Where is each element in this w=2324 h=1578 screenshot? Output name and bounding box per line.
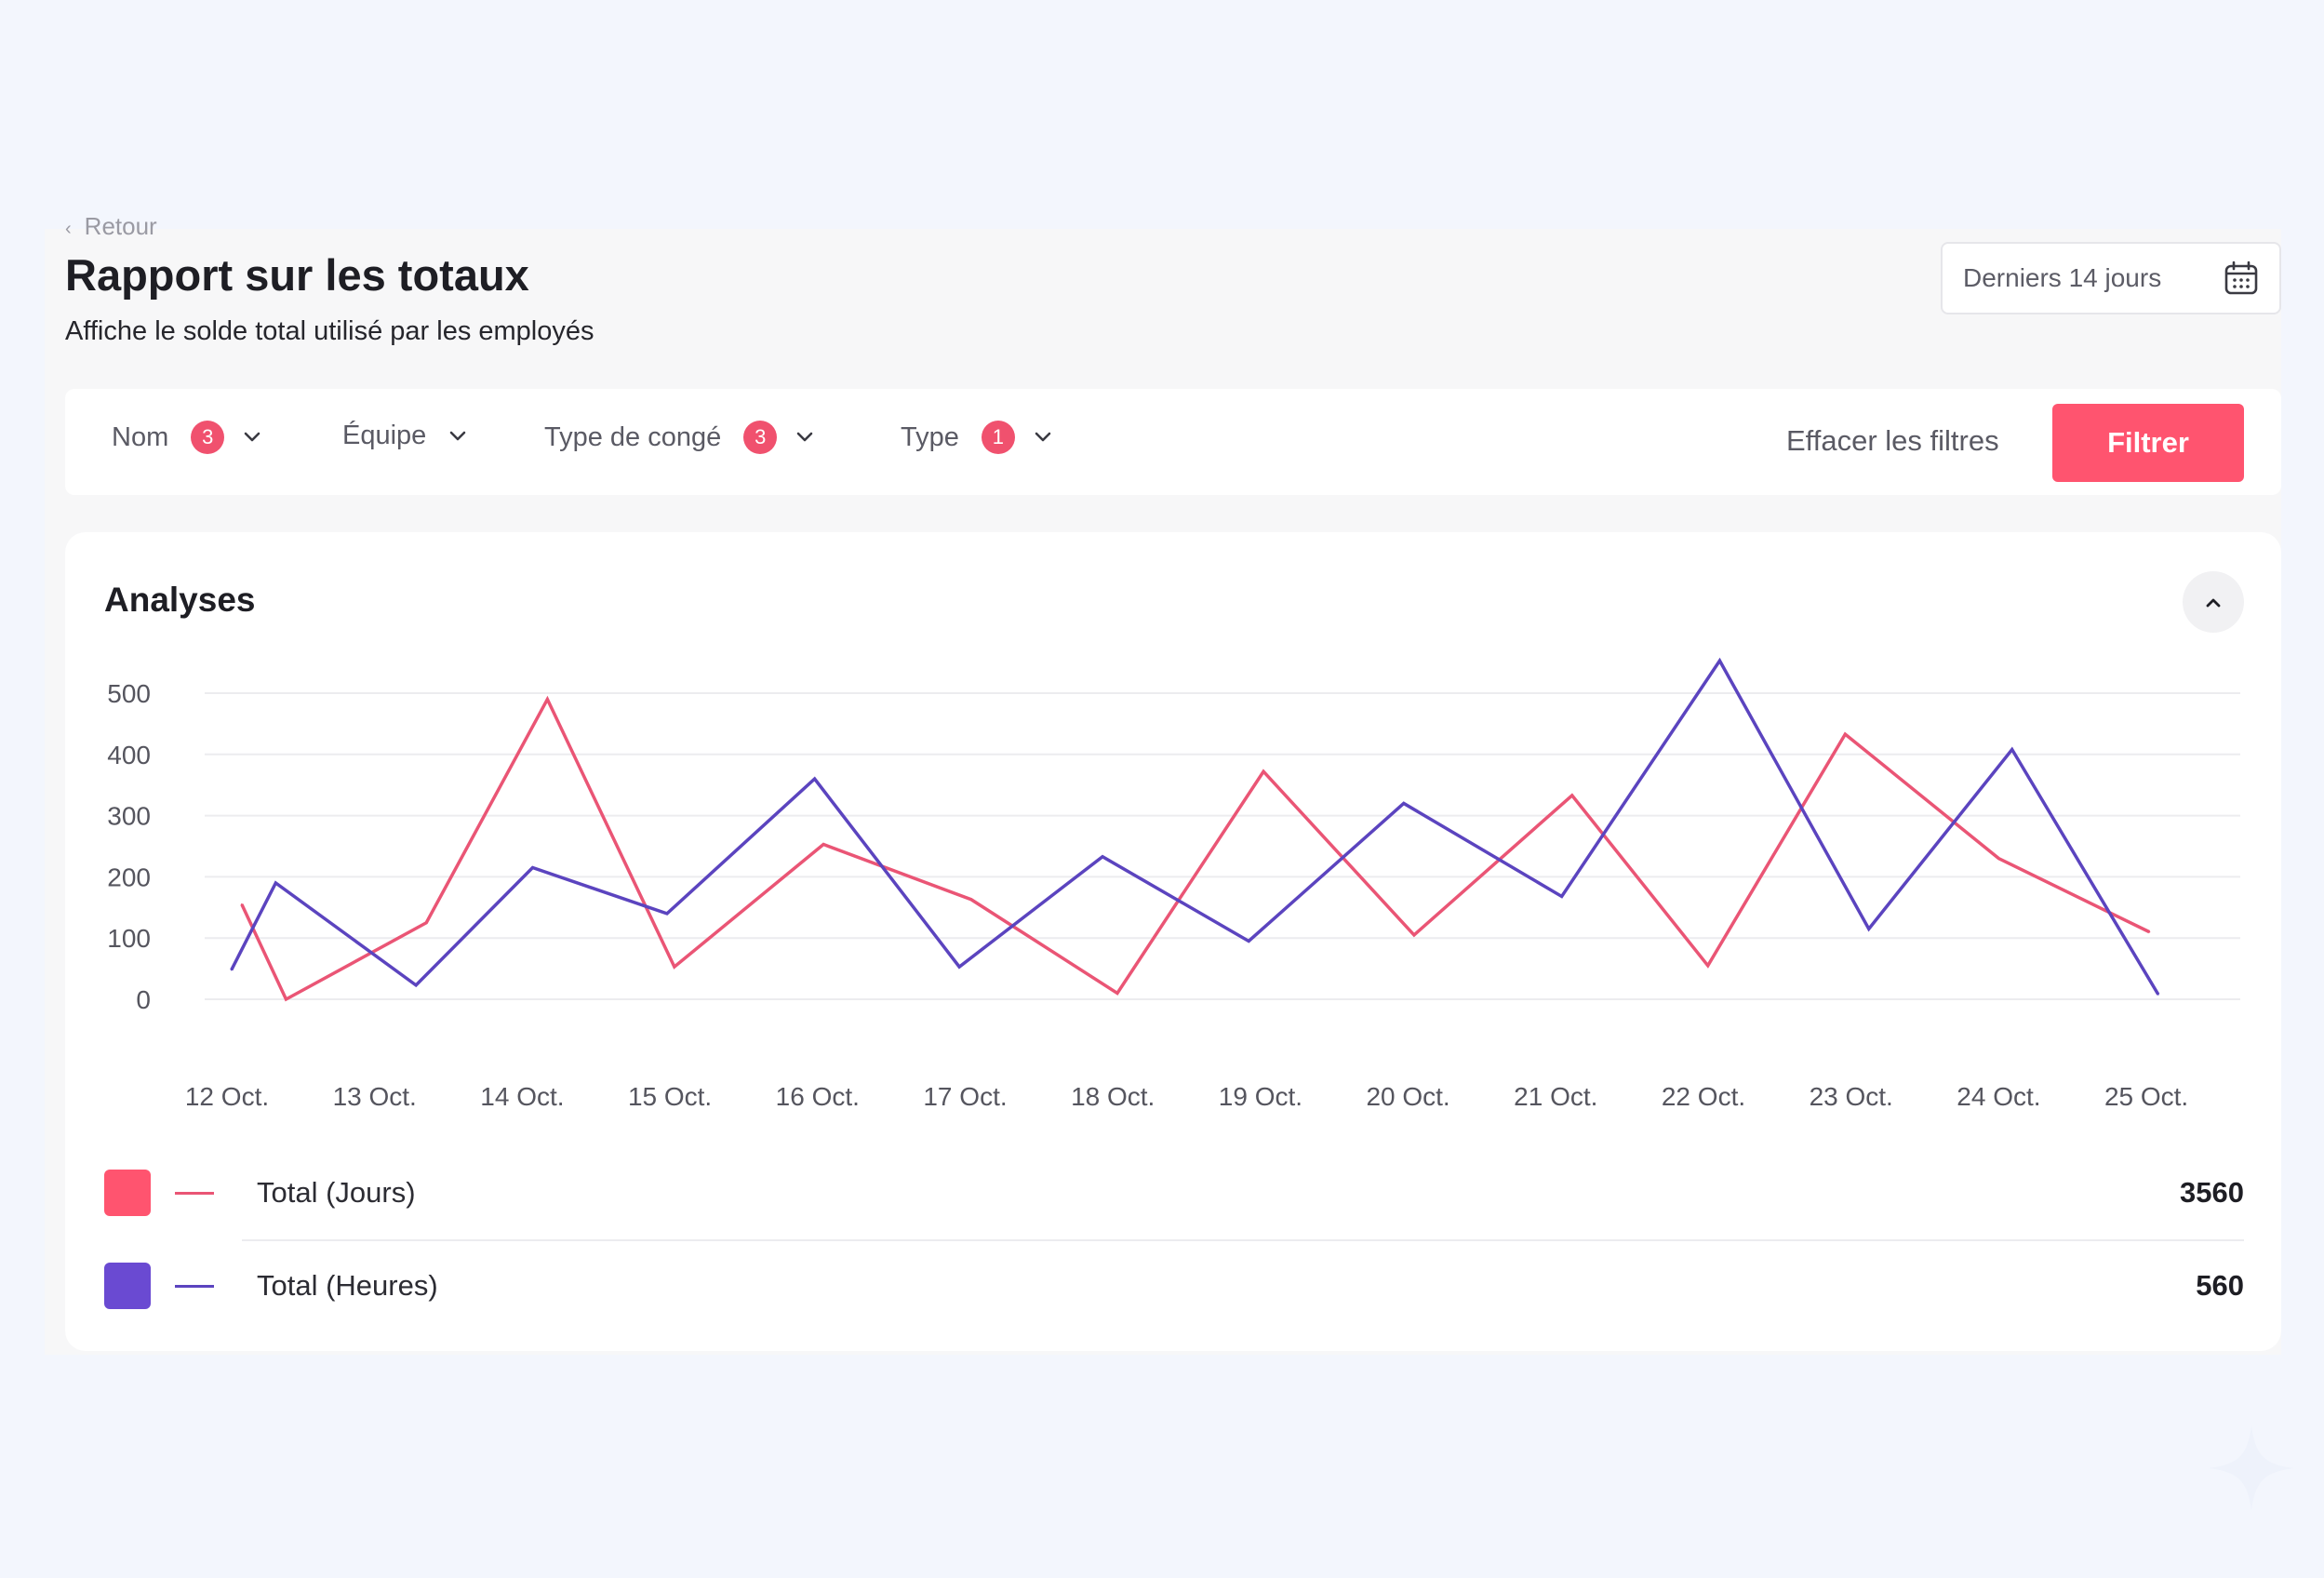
legend-line-mark [175,1284,214,1288]
apply-filter-button[interactable]: Filtrer [2052,404,2244,482]
data-point [1412,933,1415,936]
page-subtitle: Affiche le solde total utilisé par les e… [65,316,594,346]
x-tick-label: 18 Oct. [1071,1082,1155,1111]
data-point [531,866,534,869]
x-tick-label: 23 Oct. [1810,1082,1893,1111]
data-point [425,921,428,924]
data-point [1706,964,1709,967]
clear-filters-link[interactable]: Effacer les filtres [1786,424,1999,457]
filter-label: Type [901,421,959,452]
date-range-value: Derniers 14 jours [1963,263,2162,292]
legend-total: 3560 [2180,1176,2244,1209]
data-point [2148,930,2151,933]
data-point [1570,794,1573,796]
filter-count-badge: 3 [191,421,225,454]
data-point [1718,660,1721,662]
x-tick-label: 15 Oct. [628,1082,712,1111]
collapse-button[interactable] [2183,571,2244,633]
y-tick-label: 200 [107,863,151,891]
legend-swatch [104,1263,151,1309]
calendar-icon [2224,261,2258,295]
data-point [230,969,233,971]
data-point [546,698,549,701]
filter-label: Nom [112,421,169,452]
data-point [1997,857,2000,860]
date-range-picker[interactable]: Derniers 14 jours [1941,242,2281,314]
sparkle-icon [2209,1425,2294,1511]
analytics-title: Analyses [104,581,256,619]
data-point [2010,748,2013,751]
x-tick-label: 25 Oct. [2104,1082,2188,1111]
legend-label: Total (Jours) [257,1176,416,1209]
x-tick-label: 14 Oct. [480,1082,564,1111]
data-point [1262,770,1265,773]
line-chart: 0 100 200 300 400 500 12 Oct. 13 Oct. 14 Oct. 15 … [107,657,2240,1111]
legend-swatch [104,1170,151,1216]
filter-count-badge: 1 [981,421,1015,454]
legend-total: 560 [2196,1269,2244,1302]
y-tick-label: 0 [136,985,151,1014]
data-point [1867,928,1870,930]
y-tick-label: 400 [107,741,151,769]
series-line-jours [240,695,2151,1002]
x-tick-label: 12 Oct. [185,1082,269,1111]
data-point [1102,855,1104,858]
data-point [274,881,277,884]
chevron-down-icon [796,432,813,442]
back-link[interactable]: ‹ Retour [65,218,157,238]
x-tick-label: 20 Oct. [1366,1082,1449,1111]
data-point [2157,993,2159,996]
data-point [813,778,816,781]
x-tick-label: 13 Oct. [333,1082,417,1111]
y-tick-label: 500 [107,679,151,708]
series-line-heures [230,657,2160,996]
x-tick-label: 22 Oct. [1662,1082,1745,1111]
data-point [1844,733,1847,736]
chevron-up-icon [2206,598,2221,608]
legend-divider [242,1239,2244,1241]
filter-equipe[interactable]: Équipe [342,421,467,451]
data-point [1560,895,1563,898]
filter-type[interactable]: Type 1 [901,421,1052,454]
x-tick-label: 16 Oct. [776,1082,860,1111]
legend-line-mark [175,1191,214,1195]
data-point [665,912,668,915]
filter-count-badge: 3 [743,421,778,454]
x-tick-label: 19 Oct. [1219,1082,1302,1111]
page-title: Rapport sur les totaux [65,250,529,300]
back-label: Retour [84,218,157,238]
filter-label: Équipe [342,421,427,450]
data-point [240,903,243,906]
data-point [673,966,675,969]
data-point [1248,940,1250,943]
chevron-down-icon [244,432,260,442]
data-point [958,966,961,969]
filter-label: Type de congé [544,421,722,452]
y-tick-label: 300 [107,802,151,831]
data-point [822,843,825,846]
chevron-down-icon [450,431,466,440]
chevron-down-icon [1035,432,1051,442]
chevron-left-icon: ‹ [65,219,72,238]
data-point [415,983,418,986]
x-tick-label: 21 Oct. [1514,1082,1597,1111]
data-point [1402,802,1405,805]
filter-bar: Nom 3 Équipe Type de congé 3 Type 1 Effa… [65,389,2281,495]
data-point [285,998,287,1000]
x-tick-label: 24 Oct. [1957,1082,2040,1111]
report-page: ‹ Retour Rapport sur les totaux Affiche l… [45,218,2281,1355]
filter-type-de-conge[interactable]: Type de congé 3 [544,421,814,454]
analytics-card: Analyses 0 100 200 300 400 500 12 Oct. 13 Oct. 1… [65,532,2281,1351]
data-point [969,898,972,901]
data-point [1115,992,1118,995]
x-tick-label: 17 Oct. [923,1082,1007,1111]
legend-label: Total (Heures) [257,1269,438,1302]
y-tick-label: 100 [107,924,151,953]
filter-nom[interactable]: Nom 3 [112,421,261,454]
legend-item-jours: Total (Jours) 3560 [104,1156,2244,1230]
legend-item-heures: Total (Heures) 560 [104,1249,2244,1323]
